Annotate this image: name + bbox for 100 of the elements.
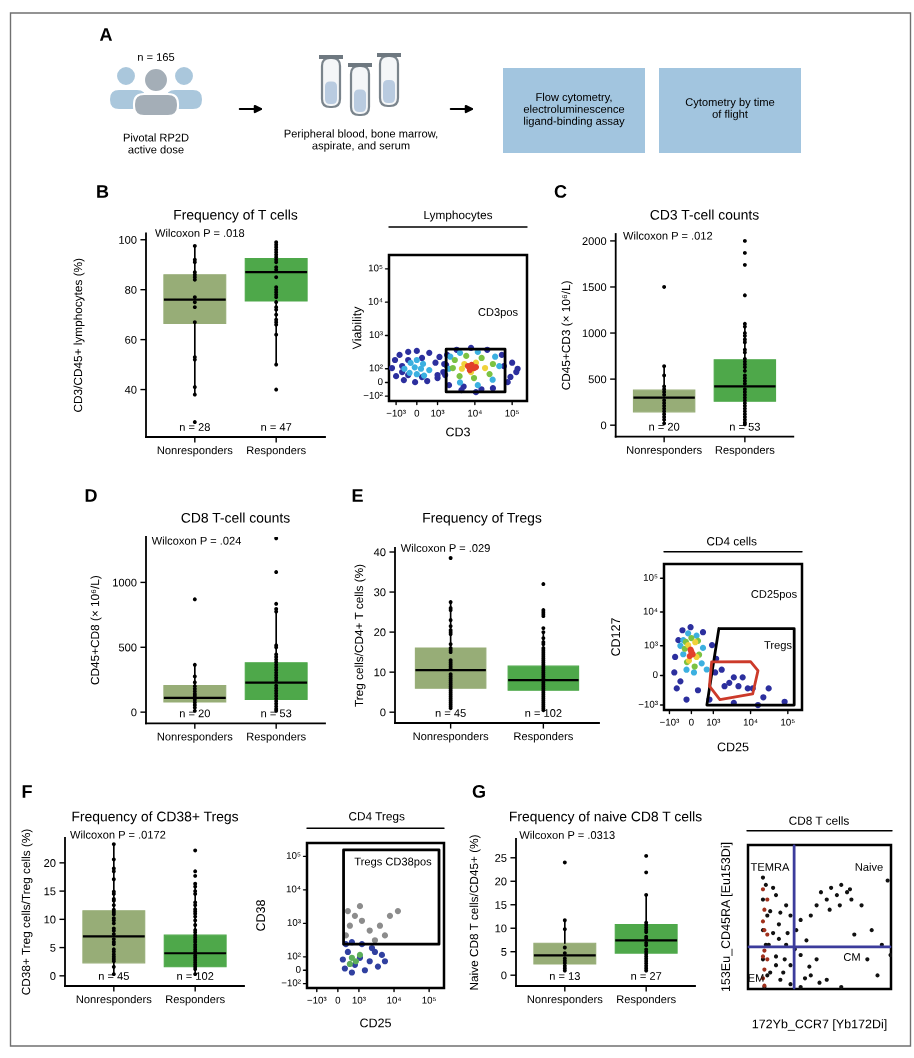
text: 10⁴ [368,297,383,305]
text: −10³ [660,718,680,726]
y-tick-label: 1000 [582,329,607,338]
y-tick-label: 25 [495,854,507,862]
y-tick-label: 20 [374,628,386,637]
x-tick-label: Nonresponders [157,446,233,457]
text: CD3pos [478,308,518,319]
y-tick-label: 10 [495,924,507,933]
text: CD3 [446,427,470,437]
text: 10³ [369,331,383,339]
text: Viability [352,306,364,350]
y-tick-label: 0 [600,421,607,430]
annotation: n = 102 [177,972,214,980]
y-tick-label: 5 [50,943,56,952]
y-tick-label: 500 [118,643,137,652]
y-tick-label: 1500 [582,283,607,292]
x-tick-label: Nonresponders [76,995,152,1006]
text: 0 [335,996,341,1004]
annotation: n = 53 [261,709,292,718]
y-tick-label: 30 [374,588,386,597]
text: D [85,489,97,502]
y-axis-title: Naive CD8 T cells/CD45+ (%) [469,835,481,990]
y-axis-title: CD45+CD8 (× 10⁶/L) [90,575,102,685]
y-tick-label: 0 [131,708,137,717]
chart-title: Frequency of Tregs [423,512,542,526]
text: G [472,785,485,798]
text: 10³ [287,919,301,926]
annotation: n = 53 [730,422,760,431]
y-tick-label: 2000 [582,237,607,246]
x-tick-label: Nonresponders [413,732,489,743]
text: 10² [287,952,301,960]
y-tick-label: 0 [380,708,386,717]
text: CD8 T cells [789,816,849,825]
y-tick-label: 40 [124,385,137,394]
x-tick-label: Responders [715,445,775,457]
y-tick-label: 80 [125,285,137,294]
chart-title: CD3 T-cell counts [650,209,759,220]
text: 10⁵ [286,852,301,859]
y-tick-label: 10 [44,915,56,924]
x-tick-label: Responders [166,995,225,1006]
text: 0 [414,409,420,417]
annotation: n = 45 [435,709,466,717]
chart-title: Frequency of CD38+ Tregs [72,811,239,825]
y-tick-label: 15 [44,887,56,896]
text: 10² [369,364,383,372]
chart-title: Frequency of naive CD8 T cells [510,811,702,825]
text: B [97,185,109,198]
text: Flow cytometry, electroluminescence ligand-binding assay [523,92,625,128]
annotation: Wilcoxon P = .024 [151,536,242,545]
y-tick-label: 20 [495,877,507,886]
text: 0 [295,965,301,973]
text: −10² [363,391,383,399]
text: Tregs CD38pos [354,857,432,868]
y-tick-label: 0 [501,971,507,980]
text: 10³ [352,996,366,1004]
chart-title: CD8 T-cell counts [181,512,290,523]
y-tick-label: 15 [495,901,507,909]
x-tick-label: Responders [247,446,306,457]
text: CD25pos [751,590,797,601]
text: 10³ [707,718,721,726]
text: 10⁴ [286,885,301,893]
chart-title: Frequency of T cells [174,209,298,223]
text: −10² [281,979,301,987]
text: 10⁴ [387,996,402,1004]
y-tick-label: 1000 [113,578,137,587]
y-tick-label: 500 [588,375,607,384]
text: 10⁵ [368,264,383,272]
text: 10⁴ [643,607,658,615]
annotation: Wilcoxon P = .029 [400,543,490,552]
y-tick-label: 40 [373,548,386,557]
text: F [22,785,32,798]
x-tick-label: Responders [617,995,676,1006]
text: 10⁵ [643,574,658,581]
annotation: n = 13 [549,972,580,980]
annotation: n = 28 [179,423,210,431]
y-axis-title: Treg cells/CD4+ T cells (%) [354,564,366,707]
text: 10⁵ [422,996,436,1004]
x-tick-label: Nonresponders [527,995,603,1006]
y-tick-label: 5 [501,948,507,956]
text: E [352,489,363,502]
text: C [554,185,567,198]
annotation: Wilcoxon P = .0172 [70,830,166,839]
text: CD38 [256,900,266,931]
text: 10⁵ [505,409,519,417]
text: A [99,28,113,41]
annotation: n = 20 [179,709,210,718]
text: CD4 cells [707,536,757,546]
text: Wilcoxon P = .0313 [519,830,615,839]
text: 0 [689,718,694,726]
text: 172Yb_CCR7 [Yb172Di] [752,1019,887,1031]
x-tick-label: Responders [514,732,573,743]
x-tick-label: Nonresponders [627,445,702,457]
text: 10³ [644,641,658,649]
text: 153Eu_CD45RA [Eu153Di] [720,842,733,992]
text: −10³ [307,996,327,1004]
text: Lymphocytes [424,210,493,222]
x-tick-label: Nonresponders [157,732,233,743]
y-tick-label: 60 [125,335,137,344]
text: Cytometry by time of flight [685,97,775,121]
annotation: n = 102 [525,709,562,717]
